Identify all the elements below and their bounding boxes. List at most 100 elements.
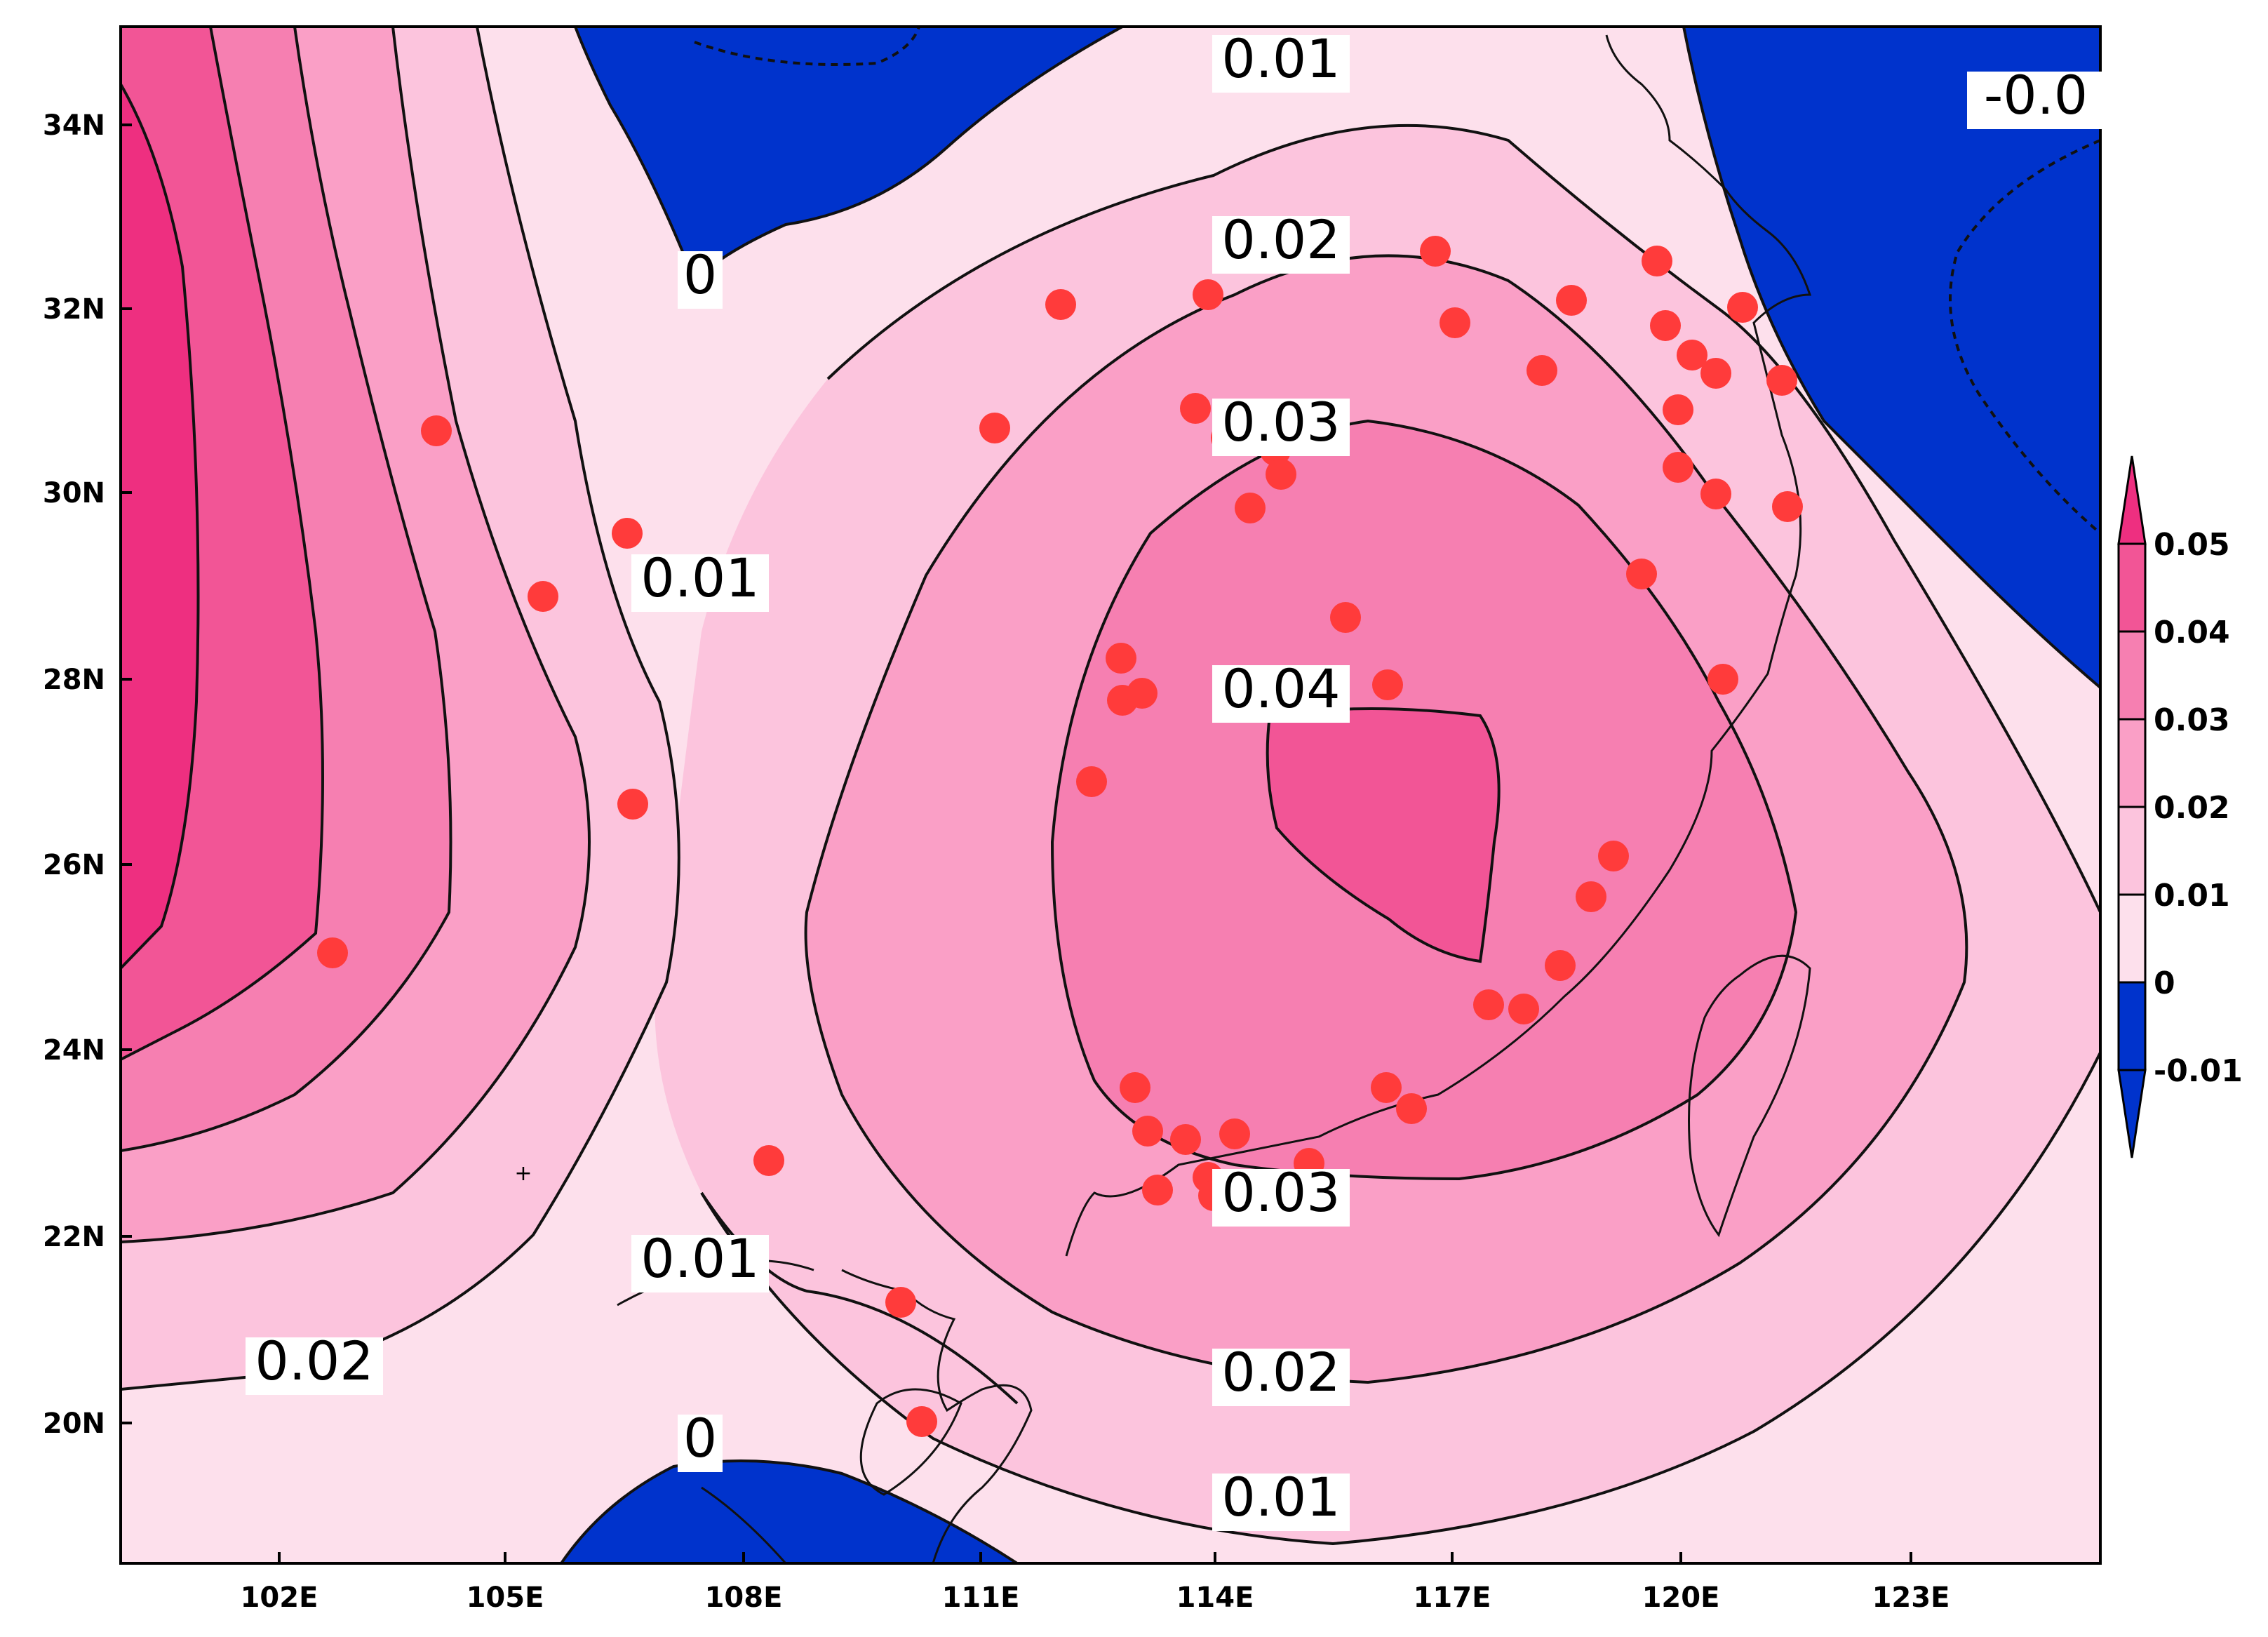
colorbar-segment [2117, 806, 2147, 896]
contour-label: 0.03 [1221, 391, 1340, 453]
contour-label-bg [1212, 399, 1350, 456]
station-dot [1330, 602, 1361, 633]
contour-label: 0 [683, 243, 717, 306]
x-tick-label: 111E [942, 1582, 1020, 1614]
contour-line [121, 27, 324, 1061]
station-dot [1120, 1072, 1150, 1103]
colorbar-bottom-arrow [2117, 1069, 2147, 1158]
station-dot [1508, 994, 1539, 1024]
station-dot [979, 413, 1010, 443]
contour-labels: 0.01 0.02 0.03 0.04 0.03 0.02 0.01 0.01 0.01 0 0 0.… [246, 27, 2105, 1531]
station-dot [906, 1406, 937, 1437]
y-tick-label: 26N [43, 849, 105, 881]
contour-line-dashed [1949, 139, 2100, 535]
station-dot [1473, 989, 1504, 1020]
y-tick-label: 32N [43, 293, 105, 326]
contour-line [121, 27, 591, 1243]
contour-label: 0.02 [1221, 208, 1340, 271]
negative-region-bottom [561, 1461, 1017, 1563]
station-dot [1372, 669, 1403, 700]
contour-line [560, 1459, 1019, 1563]
station-dot [1576, 881, 1606, 912]
y-tick-label: 28N [43, 664, 105, 696]
colorbar-segment [2117, 718, 2147, 808]
contour-label: 0.01 [640, 1227, 759, 1290]
station-dot [1556, 285, 1587, 316]
station-dot [1700, 479, 1731, 509]
coastline [859, 1388, 962, 1496]
fill-band-above-0.05 [121, 84, 199, 968]
station-dot [1700, 358, 1731, 389]
contour-label: -0.0 [1984, 64, 2088, 126]
colorbar-label: 0.05 [2154, 527, 2230, 563]
station-dot [1663, 452, 1693, 483]
contour-line [121, 27, 680, 1391]
colorbar-segment [2117, 893, 2147, 984]
station-dot [1266, 459, 1296, 490]
station-dot [528, 581, 558, 612]
station-dot [1598, 841, 1629, 871]
contour-label: 0.02 [255, 1330, 373, 1392]
contour-line [121, 27, 452, 1152]
contour-line [826, 123, 2100, 913]
station-dot [1526, 355, 1557, 386]
station-markers: + [317, 236, 1803, 1437]
colorbar-segment [2117, 630, 2147, 721]
colorbar-label: 0.02 [2154, 790, 2230, 826]
station-dot [1626, 559, 1657, 589]
station-dot [1420, 236, 1451, 267]
contour-label-bg [1967, 72, 2105, 129]
contour-label: 0.01 [1221, 1466, 1340, 1528]
station-dot [1219, 1118, 1250, 1149]
station-dot [1235, 493, 1266, 523]
contour-label-bg [678, 1415, 723, 1472]
x-tick-label: 105E [467, 1582, 544, 1614]
station-dot [885, 1287, 916, 1318]
station-dot [1045, 289, 1076, 320]
plus-marker: + [514, 1161, 532, 1186]
colorbar-label: 0 [2154, 966, 2175, 1001]
station-dot [317, 937, 348, 968]
colorbar-label: 0.03 [2154, 702, 2230, 738]
y-tick-label: 30N [43, 477, 105, 509]
station-dot [1766, 365, 1797, 396]
station-dot [1545, 950, 1576, 981]
contour-label-bg [631, 1235, 769, 1292]
y-tick-label: 22N [43, 1221, 105, 1253]
station-dot [1642, 246, 1672, 276]
contour-label-bg [1212, 1349, 1350, 1406]
colorbar-label: 0.04 [2154, 615, 2230, 650]
x-tick-label: 114E [1176, 1582, 1254, 1614]
contour-line [121, 83, 200, 970]
contour-label-bg [246, 1337, 383, 1395]
colorbar: 0.05 0.04 0.03 0.02 0.01 0 -0.01 [2117, 455, 2243, 1158]
contour-line [1266, 707, 1501, 963]
y-tick-label: 20N [43, 1408, 105, 1440]
colorbar-label: -0.01 [2154, 1053, 2243, 1089]
coastline [1065, 34, 1812, 1257]
station-dot [1663, 394, 1693, 425]
fill-band-0.04-0.05-center [1267, 709, 1499, 961]
contour-label-bg [1212, 1474, 1350, 1531]
contour-line [1682, 27, 2100, 689]
y-tick-label: 24N [43, 1034, 105, 1067]
contour-line-dashed [694, 27, 920, 66]
station-dot [1440, 307, 1470, 338]
station-dot [617, 789, 648, 820]
contour-label-bg [1212, 1169, 1350, 1227]
station-dot [612, 518, 643, 549]
contour-line [700, 1052, 2100, 1546]
station-dot [1180, 393, 1211, 424]
station-dot [1650, 310, 1681, 341]
contour-label: 0.02 [1221, 1341, 1340, 1403]
contour-label-bg [631, 554, 769, 612]
contour-label: 0.04 [1221, 657, 1340, 720]
plot-area: + [121, 27, 2100, 1563]
station-dot [1170, 1124, 1201, 1155]
contour-label: 0.01 [1221, 27, 1340, 90]
station-dot [1772, 491, 1803, 522]
station-dot [1707, 664, 1738, 695]
x-axis: 102E 105E 108E 111E 114E 117E 120E 123E [241, 1552, 1950, 1614]
